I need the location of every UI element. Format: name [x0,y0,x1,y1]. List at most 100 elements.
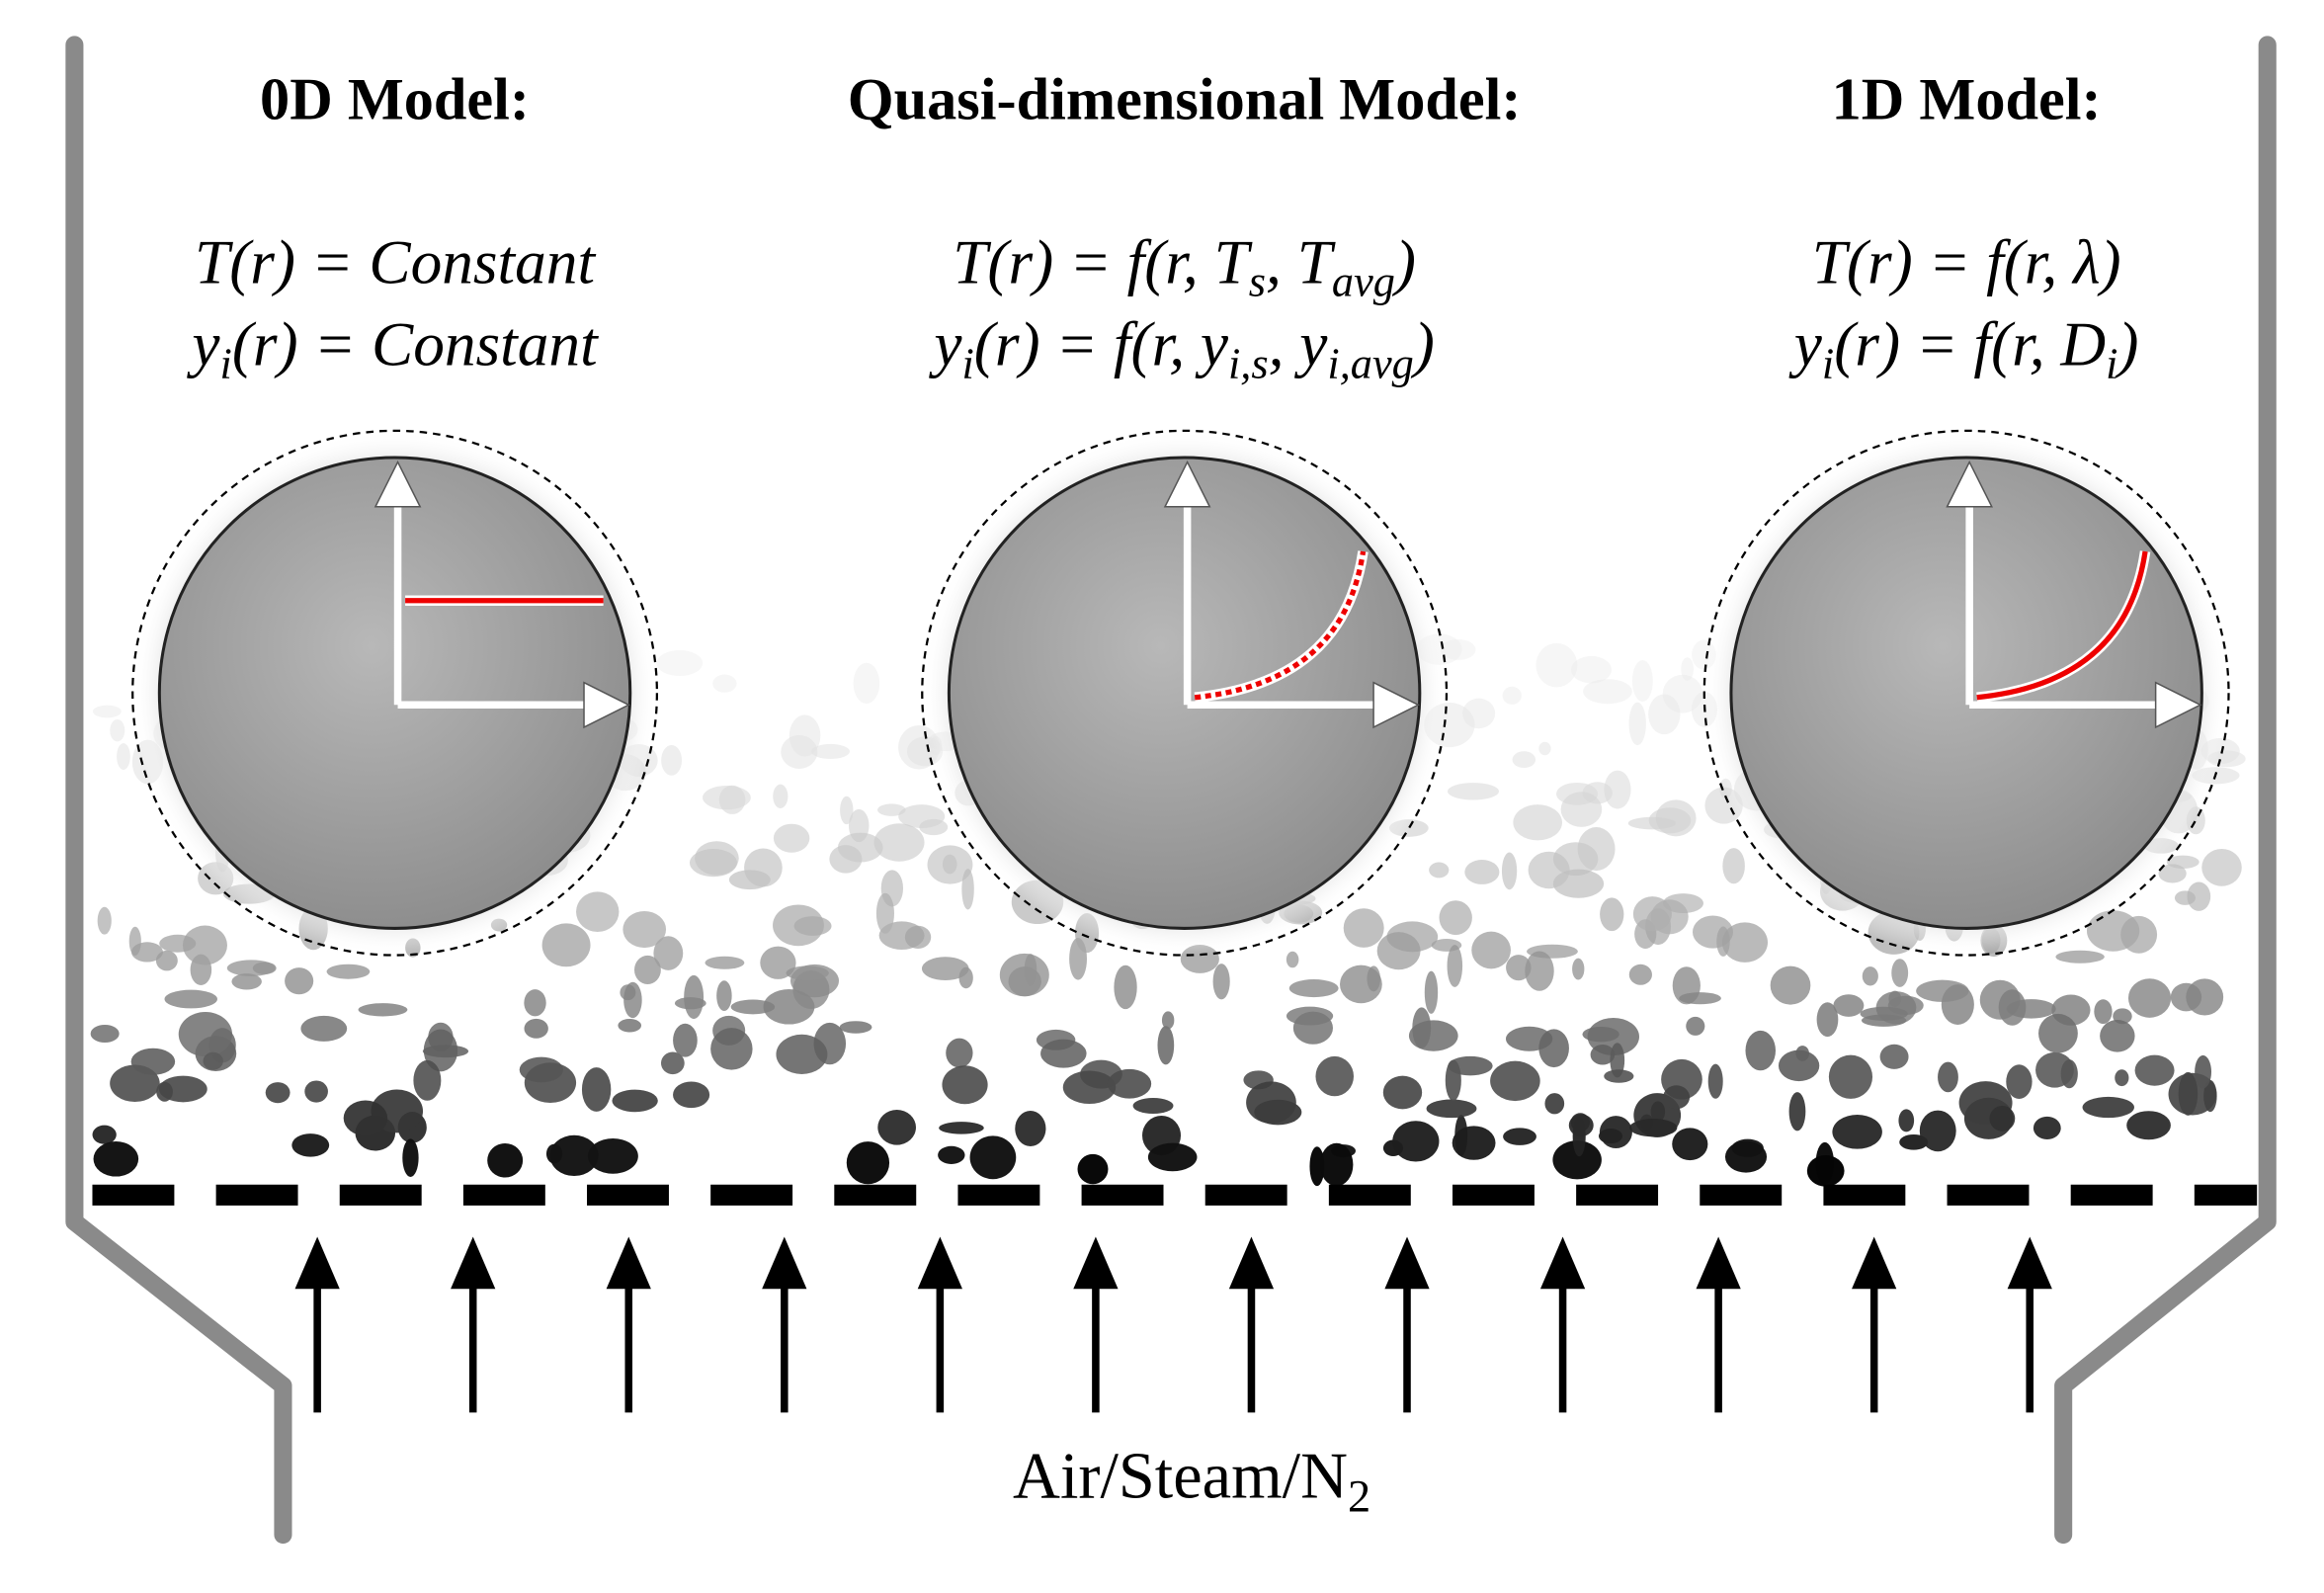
particle [653,936,684,970]
particle [1899,1133,1929,1150]
particle [1663,1085,1691,1110]
particle [2174,890,2196,905]
subscript: i [2106,340,2117,388]
subscript: i [220,340,232,388]
gas-arrows [294,1236,2052,1413]
particle [846,1141,890,1185]
particle [1862,966,1878,986]
text-run: y [186,310,220,379]
particle [1610,1043,1625,1078]
particle [1568,1114,1594,1136]
profile-curve [1194,550,1367,701]
particle [487,1142,524,1178]
panel: Quasi-dimensional Model: T(r) = f(r, Ts, … [848,67,1522,957]
particle [549,1134,599,1177]
particle [1447,783,1500,800]
particle [1672,1128,1708,1161]
y-axis-head [1163,460,1211,508]
outer-boundary [921,429,1449,957]
particle [291,1133,330,1157]
text-run: , T [1266,228,1336,297]
particle [1452,1126,1496,1160]
particle [1572,958,1585,980]
particle [1502,686,1522,705]
particle [2178,1071,2199,1116]
text-run: T(r) = f(r, λ) [1812,228,2121,297]
particle [875,892,894,934]
outer-boundary [1702,429,2230,957]
particle [1879,1044,1909,1069]
particle [1040,1039,1087,1068]
particle [1604,770,1631,809]
particle [117,743,130,770]
particle [1938,1061,1958,1093]
particle [587,1138,638,1174]
particle [705,956,745,969]
text-run: T(r) = Constant [195,228,596,297]
particle [1506,955,1532,981]
particle [788,714,821,757]
particle [1309,1146,1325,1187]
particle [164,989,217,1009]
gas-label: Air/Steam/N2 [1013,1440,1370,1522]
particle [744,848,783,887]
particle [840,796,854,825]
text-run: ) [1392,228,1416,297]
particle [1544,1093,1565,1115]
particle [1989,1105,2016,1132]
subscript: i [961,340,973,388]
particle [776,1034,828,1074]
particle [1513,804,1562,841]
panel-title: Quasi-dimensional Model: [848,67,1522,133]
particle [946,1038,973,1068]
particle [1501,852,1518,890]
particle [839,1021,872,1034]
particle [1560,792,1603,827]
particle [1686,1016,1705,1036]
particle [97,906,112,935]
particle [1132,1097,1174,1115]
particle [1833,994,1865,1017]
particle [1114,964,1137,1010]
particle [413,1059,442,1101]
r-axis-head [1372,681,1421,729]
particle [1490,1060,1540,1102]
particle [1679,992,1721,1005]
particle [710,1028,753,1070]
particle [92,705,122,718]
text-run: , y [1269,310,1329,379]
particle [1898,1109,1915,1132]
particle [90,1024,120,1044]
particle [1161,1011,1175,1030]
particle [1462,698,1496,729]
particle [612,1089,658,1113]
particle [178,1012,233,1057]
particle [1707,1063,1723,1099]
particle [1246,1081,1296,1124]
vessel [65,36,2277,1545]
subscript: i,s [1228,340,1269,388]
particle [2038,1013,2078,1053]
text-run: (r) = f(r, y [974,310,1229,379]
particle [898,804,946,829]
particle [942,1065,988,1105]
particle [1590,1045,1616,1065]
particle [2126,1111,2171,1140]
particle [1439,900,1472,936]
particle [1662,674,1703,713]
particle [581,1067,612,1112]
particle [1828,1054,1873,1099]
particle [252,962,277,974]
y-axis-head [374,460,422,508]
particle [938,1145,965,1164]
particle [92,1125,117,1144]
particle [1724,1140,1768,1173]
particle [231,973,262,990]
subscript: 2 [1348,1471,1370,1522]
equation: yi(r) = f(r, yi,s, yi,avg) [928,310,1435,388]
particle [182,925,227,965]
particle [1429,862,1450,879]
particle [1628,702,1646,746]
subscript: avg [1332,258,1395,306]
particle [877,803,906,816]
